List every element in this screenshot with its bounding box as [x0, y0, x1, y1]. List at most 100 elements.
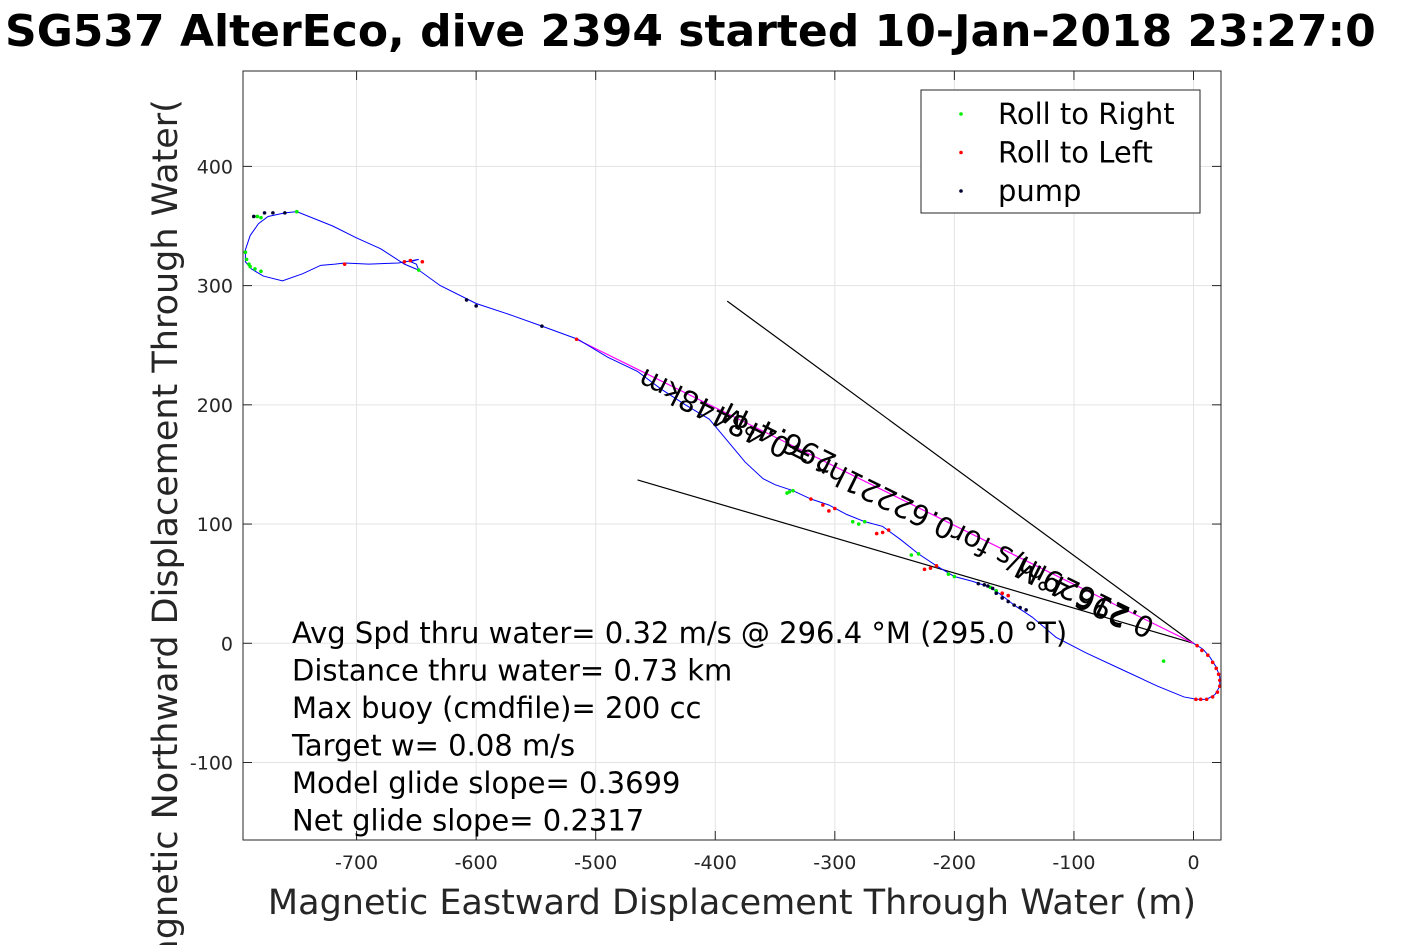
legend-marker	[959, 112, 963, 116]
pump-point	[271, 211, 275, 215]
x-axis-label: Magnetic Eastward Displacement Through W…	[268, 883, 1196, 923]
roll-right-point	[248, 264, 252, 269]
x-tick-label: -300	[813, 852, 856, 874]
pump-point	[464, 298, 469, 302]
pump-point	[1024, 608, 1028, 612]
roll-left-point	[1200, 648, 1204, 653]
dive-track-line	[244, 211, 1221, 700]
roll-right-point	[856, 522, 861, 526]
roll-right-point	[850, 519, 855, 524]
x-tick-label: -500	[574, 852, 617, 874]
legend-marker	[959, 150, 963, 155]
roll-left-point	[821, 503, 825, 507]
roll-right-point	[259, 269, 263, 274]
pump-point	[1018, 605, 1022, 610]
roll-left-point	[809, 497, 813, 501]
plot-frame	[242, 70, 1222, 841]
bearing-wedge-line	[637, 479, 1194, 644]
roll-right-point	[952, 574, 957, 579]
bearing-wedge-line	[726, 300, 1194, 644]
pump-point	[1012, 603, 1016, 607]
legend-entry: pump	[998, 174, 1081, 208]
y-tick-label: 100	[197, 514, 233, 536]
roll-left-point	[1204, 697, 1209, 702]
roll-left-point	[342, 262, 347, 266]
roll-right-point	[243, 250, 248, 255]
roll-right-point	[259, 215, 263, 220]
y-tick-label: 300	[197, 276, 233, 298]
info-line: Avg Spd thru water= 0.32 m/s @ 296.4 °M …	[292, 616, 1067, 650]
y-tick-label: 200	[197, 395, 233, 417]
info-box: Avg Spd thru water= 0.32 m/s @ 296.4 °M …	[291, 616, 1067, 838]
roll-left-point	[1195, 643, 1199, 648]
y-tick-label: -100	[190, 753, 233, 775]
legend-entry: Roll to Left	[998, 136, 1153, 170]
pump-point	[990, 586, 995, 591]
roll-right-point	[295, 209, 299, 214]
pump-point	[540, 324, 544, 328]
roll-right-point	[416, 268, 421, 272]
roll-left-point	[1206, 653, 1210, 658]
legend-entry: Roll to Right	[998, 97, 1175, 131]
x-tick-label: -600	[455, 852, 498, 874]
info-line: Model glide slope= 0.3699	[292, 766, 680, 800]
pump-point	[262, 211, 267, 215]
roll-left-point	[934, 563, 939, 568]
series-layer	[243, 209, 1222, 702]
x-tick-label: -700	[335, 852, 378, 874]
roll-right-point	[1161, 659, 1166, 663]
legend-box	[920, 89, 1201, 214]
pump-point	[976, 581, 981, 586]
pump-point	[986, 584, 990, 588]
roll-left-point	[827, 509, 831, 513]
info-line: Target w= 0.08 m/s	[291, 729, 575, 763]
roll-left-point	[1194, 697, 1198, 702]
roll-left-point	[1216, 672, 1221, 677]
roll-left-point	[874, 531, 879, 536]
pump-point	[283, 211, 287, 215]
roll-left-point	[833, 506, 837, 511]
pump-point	[474, 304, 478, 308]
roll-left-point	[880, 530, 885, 535]
roll-left-point	[922, 567, 927, 572]
x-tick-label: -400	[694, 852, 737, 874]
x-tick-label: -200	[933, 852, 976, 874]
roll-left-point	[1210, 660, 1215, 665]
ticks: -700 -600 -500 -400 -300 -200 -100 0 -100 0 100 200…	[190, 71, 1221, 874]
roll-left-point	[574, 337, 579, 342]
x-tick-label: 0	[1187, 852, 1199, 874]
roll-left-point	[1210, 695, 1215, 699]
roll-left-point	[402, 259, 407, 264]
roll-left-point	[886, 528, 891, 532]
roll-right-point	[862, 519, 867, 524]
roll-left-point	[1000, 591, 1005, 596]
average-heading-line	[576, 338, 1194, 644]
info-line: Max buoy (cmdfile)= 200 cc	[292, 691, 701, 725]
roll-left-point	[1215, 690, 1220, 694]
roll-right-point	[791, 488, 795, 493]
legend: Roll to Right Roll to Left pump	[920, 89, 1201, 214]
roll-right-point	[916, 552, 921, 556]
roll-left-point	[1006, 593, 1010, 598]
x-tick-label: -100	[1052, 852, 1095, 874]
y-axis-label: Magnetic Northward Displacement Through …	[146, 99, 186, 945]
pump-point	[1000, 596, 1005, 600]
roll-right-point	[785, 491, 789, 495]
chart-title: SG537 AlterEco, dive 2394 started 10-Jan…	[5, 6, 1376, 57]
roll-right-point	[244, 257, 249, 262]
roll-right-point	[909, 553, 914, 557]
pump-point	[994, 591, 999, 596]
info-line: Net glide slope= 0.2317	[292, 804, 644, 838]
roll-right-point	[946, 572, 951, 576]
legend-marker	[959, 189, 963, 193]
info-line: Distance thru water= 0.73 km	[292, 654, 732, 688]
y-tick-label: 400	[197, 156, 233, 178]
roll-left-point	[1198, 697, 1203, 702]
pump-point	[982, 583, 987, 587]
roll-right-point	[255, 214, 260, 219]
roll-left-point	[1214, 666, 1219, 671]
roll-right-point	[253, 267, 257, 271]
roll-left-point	[420, 259, 425, 264]
roll-left-point	[928, 566, 933, 570]
